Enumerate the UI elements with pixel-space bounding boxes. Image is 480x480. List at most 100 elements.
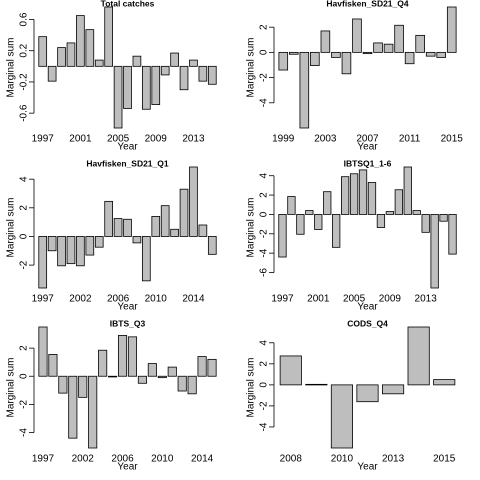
x-tick-label: 2015 bbox=[433, 454, 456, 465]
chart-title: Havfisken_SD21_Q1 bbox=[86, 158, 168, 168]
y-tick-label: 0 bbox=[259, 211, 270, 217]
y-tick-label: -6 bbox=[259, 268, 270, 277]
y-tick-label: 0 bbox=[19, 233, 30, 239]
y-tick-label: 2 bbox=[19, 345, 30, 351]
bar bbox=[376, 214, 386, 228]
x-tick-label: 2011 bbox=[399, 134, 421, 145]
x-tick-label: 2013 bbox=[415, 294, 438, 305]
bar bbox=[279, 355, 302, 386]
x-tick-label: 2009 bbox=[379, 294, 402, 305]
y-tick-label: -4 bbox=[259, 422, 270, 431]
bar bbox=[160, 65, 170, 76]
y-tick-label: 0 bbox=[259, 49, 270, 55]
bar bbox=[373, 42, 383, 53]
bar bbox=[207, 65, 217, 85]
bar bbox=[47, 236, 57, 252]
bar bbox=[85, 29, 95, 67]
x-tick-label: 2014 bbox=[182, 294, 205, 305]
bar bbox=[76, 236, 85, 267]
x-tick-label: 2006 bbox=[107, 294, 130, 305]
bar bbox=[340, 176, 350, 215]
bar bbox=[404, 51, 415, 65]
x-tick-label: 1999 bbox=[272, 134, 295, 145]
bar bbox=[287, 196, 296, 215]
bar bbox=[179, 188, 189, 237]
bar bbox=[331, 51, 341, 58]
bar bbox=[142, 65, 151, 110]
bar bbox=[151, 216, 161, 237]
y-tick-label: -2 bbox=[259, 401, 270, 410]
bar bbox=[66, 236, 76, 265]
bar bbox=[151, 65, 161, 105]
bar bbox=[160, 205, 170, 237]
bar bbox=[358, 169, 368, 215]
y-tick-label: 2 bbox=[259, 361, 270, 367]
bar bbox=[367, 182, 377, 215]
bar bbox=[349, 173, 359, 215]
x-axis-label: Year bbox=[117, 142, 138, 153]
y-axis-label: Marginal sum bbox=[6, 357, 17, 417]
bar bbox=[179, 65, 189, 91]
bar bbox=[38, 326, 48, 377]
bar bbox=[198, 224, 208, 237]
x-tick-label: 2013 bbox=[182, 134, 205, 145]
bar bbox=[108, 375, 118, 378]
y-axis-label: Marginal sum bbox=[246, 37, 257, 97]
bar bbox=[448, 214, 457, 255]
x-tick-label: 2009 bbox=[145, 134, 168, 145]
bar bbox=[412, 210, 421, 215]
y-tick-label: 4 bbox=[19, 176, 30, 182]
x-tick-label: 2005 bbox=[343, 294, 366, 305]
bar bbox=[207, 236, 217, 255]
bar bbox=[289, 51, 299, 55]
x-tick-label: 2010 bbox=[331, 454, 354, 465]
y-tick-label: 0 bbox=[259, 382, 270, 388]
bar bbox=[407, 326, 430, 386]
chart-title: IBTS_Q3 bbox=[110, 318, 146, 328]
bar bbox=[78, 375, 88, 398]
bar bbox=[421, 214, 430, 233]
bar bbox=[198, 65, 208, 82]
bar bbox=[157, 375, 167, 379]
x-axis-label: Year bbox=[117, 302, 138, 313]
chart-title: Havfisken_SD21_Q4 bbox=[326, 0, 408, 8]
x-tick-label: 2013 bbox=[382, 454, 405, 465]
x-tick-label: 2001 bbox=[307, 294, 330, 305]
bar bbox=[310, 51, 320, 67]
bar bbox=[278, 51, 289, 71]
y-tick-label: -2 bbox=[259, 73, 270, 82]
x-tick-label: 2002 bbox=[72, 454, 95, 465]
y-tick-label: 4 bbox=[259, 340, 270, 346]
y-tick-label: 0 bbox=[19, 373, 30, 379]
x-tick-label: 2005 bbox=[107, 134, 130, 145]
chart-title: CODS_Q4 bbox=[347, 318, 388, 328]
bar bbox=[57, 47, 66, 67]
bar bbox=[332, 214, 341, 248]
bar bbox=[68, 375, 78, 439]
bar bbox=[330, 384, 353, 449]
bar bbox=[113, 218, 123, 237]
bar bbox=[88, 375, 98, 449]
x-tick-label: 2007 bbox=[356, 134, 379, 145]
y-tick-label: -2 bbox=[19, 400, 30, 409]
y-axis-label: Marginal sum bbox=[6, 37, 17, 97]
bar bbox=[394, 189, 403, 215]
y-tick-label: -2 bbox=[259, 229, 270, 238]
y-tick-label: 0.6 bbox=[19, 12, 30, 26]
bar bbox=[94, 59, 104, 67]
y-axis-label: Marginal sum bbox=[6, 197, 17, 257]
bar bbox=[66, 42, 76, 67]
x-tick-label: 1997 bbox=[271, 294, 294, 305]
y-tick-label: -4 bbox=[259, 248, 270, 257]
y-tick-label: -4 bbox=[19, 428, 30, 437]
bar bbox=[323, 191, 332, 215]
y-tick-label: 2 bbox=[259, 24, 270, 30]
x-tick-label: 1997 bbox=[32, 454, 55, 465]
x-tick-label: 2002 bbox=[69, 294, 92, 305]
x-tick-label: 2014 bbox=[191, 454, 214, 465]
bar bbox=[58, 375, 68, 394]
x-axis-label: Year bbox=[117, 462, 138, 473]
bar bbox=[446, 6, 457, 53]
chart-title: IBTSQ1_1-6 bbox=[344, 158, 392, 168]
bar bbox=[403, 166, 412, 215]
